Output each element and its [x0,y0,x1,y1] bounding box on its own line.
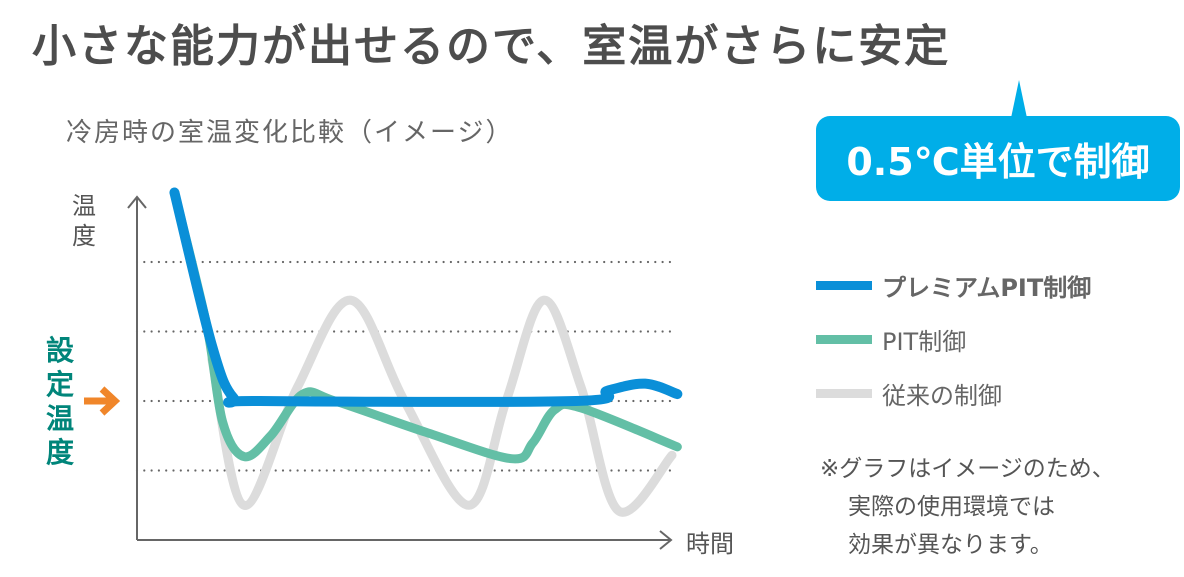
legend-label: PIT制御 [882,327,967,356]
setpoint-label: 設定温度 [46,334,75,469]
legend-label: 従来の制御 [882,381,1002,410]
x-axis-arrow-icon [659,530,673,550]
chart-title: 冷房時の室温変化比較（イメージ） [66,118,514,148]
legend-swatch [816,280,872,290]
y-axis-arrow-icon [127,195,147,209]
legend-swatch [816,388,872,398]
note-line: ※グラフはイメージのため、 [820,456,1115,482]
legend-item-premium-pit: プレミアムPIT制御 [816,258,1091,312]
legend-item-pit: PIT制御 [816,312,1091,366]
disclaimer-note: ※グラフはイメージのため、 実際の使用環境では 効果が異なります。 [820,450,1115,564]
series-line-premium-pit [169,187,683,408]
callout-tail [1011,80,1027,118]
headline: 小さな能力が出せるので、室温がさらに安定 [32,21,951,72]
legend-label: プレミアムPIT制御 [882,273,1092,302]
legend-swatch [816,334,872,344]
x-axis-label: 時間 [686,530,734,558]
legend: プレミアムPIT制御 PIT制御 従来の制御 [816,258,1091,420]
setpoint-arrow-icon [84,386,121,416]
series-line-pit [169,188,682,464]
note-line: 実際の使用環境では [848,494,1055,520]
callout-text: 0.5℃単位で制御 [846,140,1150,184]
note-line: 効果が異なります。 [848,532,1053,558]
callout-badge: 0.5℃単位で制御 [816,116,1180,201]
y-axis-label: 温度 [72,192,96,250]
legend-item-conventional: 従来の制御 [816,366,1091,420]
